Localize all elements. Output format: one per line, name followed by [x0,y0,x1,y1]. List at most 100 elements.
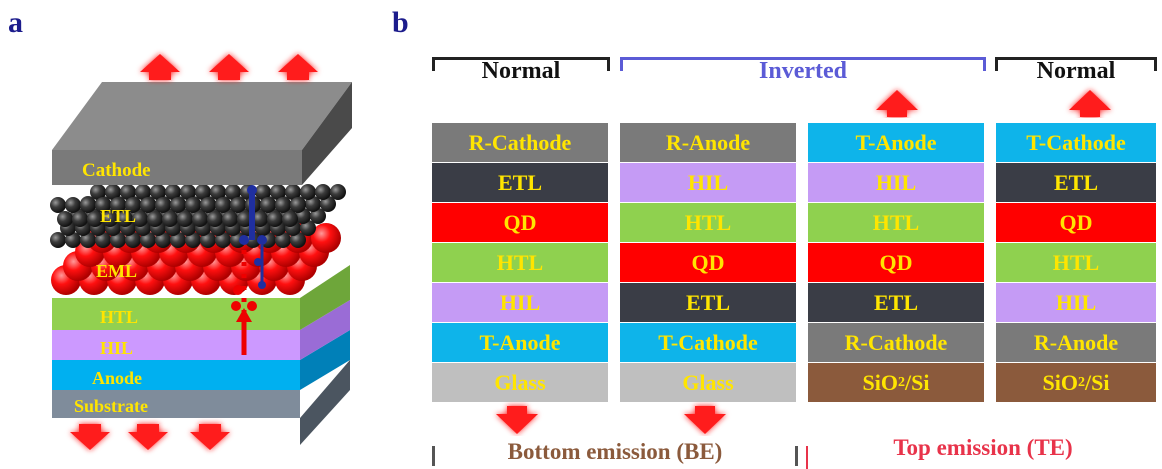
layer-qd: QD [996,203,1156,242]
layer-r-cathode: R-Cathode [808,323,984,362]
etl-nanoparticle [65,232,81,248]
device-structure-3d: Cathode ETL EML HTL HIL Anode Substrate [50,54,352,450]
layer-t-anode: T-Anode [432,323,608,362]
te-bracket [806,446,808,469]
group-label-normal-right: Normal [1036,58,1116,84]
etl-label: ETL [100,206,136,226]
hil-label: HIL [100,338,133,358]
etl-nanoparticle [255,184,271,200]
etl-nanoparticle [282,211,298,227]
etl-nanoparticle [90,184,106,200]
top-emission-label: Top emission (TE) [893,435,1073,460]
bottom-emission-label: Bottom emission (BE) [507,439,723,464]
etl-nanoparticle [132,211,148,227]
group-label-normal-left: Normal [481,58,561,84]
layer-glass: Glass [620,363,796,402]
etl-nanoparticle [275,232,291,248]
etl-nanoparticle [200,232,216,248]
charge-transport-path [231,185,267,355]
be-bracket [432,446,798,466]
layer-hil: HIL [808,163,984,202]
layer-htl: HTL [996,243,1156,282]
etl-nanoparticle [170,232,186,248]
etl-nanoparticle [330,184,346,200]
layer-etl: ETL [996,163,1156,202]
layer-r-cathode: R-Cathode [432,123,608,162]
etl-nanoparticle [105,184,121,200]
htl-layer [52,298,300,330]
etl-nanoparticle [135,184,151,200]
etl-nanoparticle [200,197,216,213]
hil-side [300,300,350,360]
etl-nanoparticle [177,211,193,227]
group-bracket-normal-left [432,57,610,71]
etl-nanoparticle [117,211,133,227]
down-arrow-icon [70,424,110,450]
etl-nanoparticle [290,197,306,213]
etl-nanoparticle [80,197,96,213]
panel-b-letter: b [392,6,409,39]
down-arrow-icon [128,424,168,450]
etl-nanoparticle [95,232,111,248]
etl-nanoparticle [140,232,156,248]
etl-nanoparticle [210,184,226,200]
etl-nanoparticle [87,211,103,227]
anode-label: Anode [92,368,142,388]
layer-t-anode: T-Anode [808,123,984,162]
etl-nanoparticle [270,184,286,200]
etl-nanoparticle [180,184,196,200]
etl-nanoparticle [225,184,241,200]
htl-side [300,265,350,330]
up-arrow-icon [278,54,318,80]
eml-label: EML [96,261,137,281]
layer-glass: Glass [432,363,608,402]
etl-nanoparticle [285,184,301,200]
layer-r-anode: R-Anode [996,323,1156,362]
etl-nanoparticle [155,232,171,248]
layer-htl: HTL [808,203,984,242]
panel-a-letter: a [8,6,23,39]
etl-nanoparticle [320,196,336,212]
layer-htl: HTL [620,203,796,242]
substrate-label: Substrate [74,396,148,416]
layer-sio2-si: SiO 2/Si [808,363,984,402]
etl-nanoparticle [110,232,126,248]
quantum-dot [311,223,341,253]
anode-layer [52,360,300,390]
anode-side [300,330,350,390]
substrate-layer [52,390,300,418]
layer-hil: HIL [996,283,1156,322]
down-arrow-icon [190,424,230,450]
etl-nanoparticle [102,211,118,227]
layer-etl: ETL [620,283,796,322]
etl-nanoparticle [300,220,316,236]
layer-t-cathode: T-Cathode [996,123,1156,162]
etl-nanoparticle [155,197,171,213]
etl-nanoparticle [222,211,238,227]
layer-etl: ETL [432,163,608,202]
down-arrow-icon [496,406,538,434]
etl-nanoparticle [95,197,111,213]
etl-nanoparticle [192,211,208,227]
etl-nanoparticle [50,232,66,248]
etl-nanoparticle [50,197,66,213]
layer-htl: HTL [432,243,608,282]
group-bracket-inverted [620,57,986,71]
etl-nanoparticle [125,232,141,248]
up-arrow-icon [1069,90,1111,117]
etl-nanoparticle [120,184,136,200]
layer-hil: HIL [620,163,796,202]
etl-nanoparticle [110,197,126,213]
up-arrow-icon [209,54,249,80]
cathode-top [52,82,352,150]
cathode-label: Cathode [82,160,151,181]
etl-nanoparticle [162,211,178,227]
etl-nanoparticle [252,211,268,227]
htl-label: HTL [100,307,138,327]
etl-nanoparticle [72,211,88,227]
group-label-inverted: Inverted [759,58,847,84]
etl-nanoparticle [170,197,186,213]
up-arrow-icon [140,54,180,80]
etl-nanoparticle [125,197,141,213]
up-arrow-icon [876,90,918,117]
